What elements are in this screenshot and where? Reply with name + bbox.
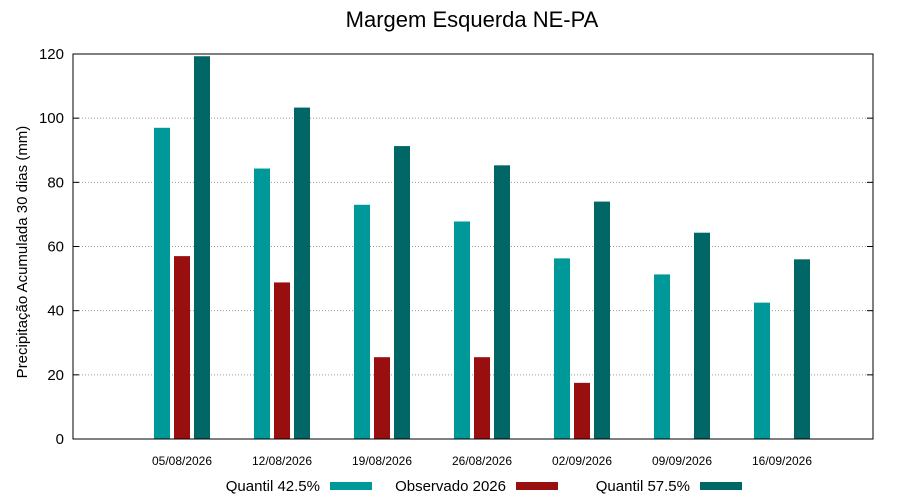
- bar-quantil-57-5-3: [494, 165, 510, 439]
- bar-quantil-57-5-6: [794, 259, 810, 439]
- bar-quantil-42-5-2: [354, 204, 370, 439]
- bar-quantil-57-5-5: [694, 232, 710, 439]
- bar-quantil-42-5-3: [454, 221, 470, 439]
- y-tick-label: 100: [39, 110, 64, 127]
- bar-observado-2026-0: [174, 256, 190, 439]
- bar-quantil-42-5-0: [154, 127, 170, 440]
- legend: Quantil 42.5% Observado 2026 Quantil 57.5%: [226, 478, 742, 495]
- bar-quantil-57-5-2: [394, 146, 410, 439]
- y-axis-ticks: 0 20 40 60 80 100 120: [39, 46, 873, 448]
- legend-swatch: [516, 482, 558, 490]
- bar-observado-2026-1: [274, 282, 290, 439]
- y-tick-label: 40: [47, 303, 64, 320]
- bar-quantil-42-5-1: [254, 168, 270, 439]
- y-tick-label: 120: [39, 46, 64, 63]
- x-tick-label: 09/09/2026: [652, 454, 712, 468]
- x-tick-label: 05/08/2026: [152, 454, 212, 468]
- x-tick-label: 26/08/2026: [452, 454, 512, 468]
- bar-quantil-57-5-0: [194, 56, 210, 439]
- legend-swatch: [330, 482, 372, 490]
- x-tick-label: 19/08/2026: [352, 454, 412, 468]
- bar-quantil-42-5-5: [654, 274, 670, 439]
- bar-quantil-57-5-1: [294, 107, 310, 440]
- legend-label: Quantil 57.5%: [596, 478, 690, 495]
- grid-lines: [73, 117, 873, 376]
- legend-swatch: [700, 482, 742, 490]
- bar-quantil-42-5-6: [754, 302, 770, 439]
- bar-quantil-57-5-4: [594, 201, 610, 439]
- y-tick-label: 20: [47, 367, 64, 384]
- y-tick-label: 80: [47, 174, 64, 191]
- bar-observado-2026-2: [374, 357, 390, 439]
- x-tick-label: 12/08/2026: [252, 454, 312, 468]
- x-tick-label: 02/09/2026: [552, 454, 612, 468]
- y-tick-label: 0: [56, 431, 64, 448]
- bars: [154, 56, 810, 440]
- legend-label: Observado 2026: [395, 478, 506, 495]
- y-axis-label: Precipitação Acumulada 30 dias (mm): [14, 126, 31, 379]
- bar-observado-2026-4: [574, 382, 590, 439]
- chart-title: Margem Esquerda NE-PA: [346, 7, 599, 32]
- y-tick-label: 60: [47, 239, 64, 256]
- bar-observado-2026-3: [474, 357, 490, 439]
- x-tick-label: 16/09/2026: [752, 454, 812, 468]
- legend-label: Quantil 42.5%: [226, 478, 320, 495]
- bar-quantil-42-5-4: [554, 258, 570, 439]
- x-axis-ticks: 05/08/2026 12/08/2026 19/08/2026 26/08/2026…: [152, 454, 812, 468]
